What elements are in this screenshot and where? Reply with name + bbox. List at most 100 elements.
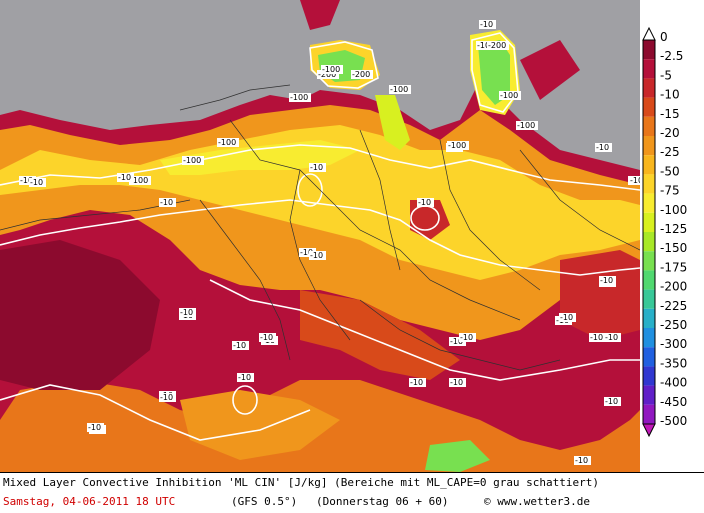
contour-label: -100 [322, 65, 340, 74]
copyright: © www.wetter3.de [484, 495, 590, 508]
orange-south-3 [180, 390, 340, 460]
contour-label: -10 [30, 178, 43, 187]
legend-label: -25 [660, 145, 680, 159]
contour-label: -10 [180, 308, 193, 317]
legend-label: -450 [660, 395, 687, 409]
contour-label-bg [599, 276, 616, 285]
contour-label: -10 [596, 143, 609, 152]
contour-label-bg [604, 333, 621, 342]
contour-label: -100 [290, 93, 308, 102]
yellow-belt [0, 125, 640, 280]
contour-label: -10 [233, 341, 246, 350]
contour-label-bg [159, 393, 176, 402]
contour-label-bg [309, 163, 326, 172]
valid-time: Samstag, 04-06-2011 18 UTC [3, 495, 176, 508]
contour-label-bg [129, 176, 151, 185]
contour-label: -10 [600, 276, 613, 285]
contour-label-bg [447, 141, 469, 150]
legend-label: -250 [660, 318, 687, 332]
contour-label-bg [559, 313, 576, 322]
red-top-1 [300, 0, 340, 30]
contour-label-bg [182, 156, 204, 165]
legend-swatch [643, 232, 655, 252]
legend-swatch [643, 78, 655, 98]
legend-label: -75 [660, 184, 680, 198]
contour-label-bg [479, 20, 496, 29]
contour-label-bg [117, 173, 134, 182]
contour-label: -10 [575, 456, 588, 465]
legend-swatch [643, 193, 655, 213]
contour-label-bg [487, 41, 509, 50]
contour-label-bg [604, 397, 621, 406]
legend-swatch [643, 404, 655, 424]
legend-label: -2.5 [660, 49, 683, 63]
legend-label: -400 [660, 376, 687, 390]
footer: Mixed Layer Convective Inhibition 'ML CI… [0, 472, 704, 513]
green-north-2b [478, 40, 510, 105]
green-south [425, 440, 490, 472]
contour-label-bg [516, 121, 538, 130]
green-strip [375, 95, 410, 150]
contour-label-bg [309, 251, 326, 260]
contour-label: -10 [460, 333, 473, 342]
legend-label: -15 [660, 107, 680, 121]
red-top-2 [520, 40, 580, 100]
legend-swatch [643, 40, 655, 60]
color-legend: 0 -2.5 -5 -10 -15 -20 -25 -50 -75 -100 -125 -150 -17… [642, 26, 687, 438]
legend-swatch [643, 308, 655, 328]
legend-label: -175 [660, 260, 687, 274]
contour-label: -10 [310, 163, 323, 172]
contour-label-bg [595, 143, 612, 152]
deep-red-west [0, 240, 160, 390]
legend-swatch [643, 366, 655, 386]
contour-label: -100 [517, 121, 535, 130]
legend-label: -300 [660, 337, 687, 351]
contour-label: -10 [88, 423, 101, 432]
contour-label: -100 [500, 91, 518, 100]
contour-label-bg [417, 198, 434, 207]
legend-swatch [643, 328, 655, 348]
legend-label: 0 [660, 30, 668, 44]
contour-label: -10 [480, 20, 493, 29]
legend-label: -50 [660, 164, 680, 178]
contour-label: -10 [605, 397, 618, 406]
legend-label: -350 [660, 356, 687, 370]
legend-top-arrow [642, 26, 656, 41]
legend-label: -20 [660, 126, 680, 140]
contour-label: -10 [160, 198, 173, 207]
contour-label-bg [217, 138, 239, 147]
contour-label-bg [449, 337, 466, 346]
run-info: (Donnerstag 06 + 60) [316, 495, 449, 508]
contour-label: -10 [238, 373, 251, 382]
contour-label-bg [159, 198, 176, 207]
legend-swatch [643, 97, 655, 117]
contour-label-bg [87, 423, 104, 432]
contour-label: -10 [605, 333, 618, 342]
contour-label: -10 [630, 176, 640, 185]
contour-label: -100 [183, 156, 201, 165]
contour-label: -200 [318, 70, 336, 79]
contour-label-bg [232, 341, 249, 350]
contour-label: -10 [560, 313, 573, 322]
legend-label: -10 [660, 88, 680, 102]
legend-swatch [643, 174, 655, 194]
contour-label-bg [237, 373, 254, 382]
contour-label: -10 [300, 248, 313, 257]
legend-bottom-arrow [642, 423, 656, 438]
legend-swatch [643, 155, 655, 175]
contour-label: -10 [450, 337, 463, 346]
contour-label-bg [629, 176, 640, 185]
legend-swatch [643, 116, 655, 136]
contour-label-bg [459, 333, 476, 342]
legend-swatch [643, 136, 655, 156]
contour-label-bg [574, 456, 591, 465]
contour-label: -100 [448, 141, 466, 150]
contour-label-bg [589, 333, 606, 342]
legend-label: -200 [660, 280, 687, 294]
legend-label: -500 [660, 414, 687, 428]
contour-label: -100 [130, 176, 148, 185]
contour-label: -200 [488, 41, 506, 50]
legend-label: -150 [660, 241, 687, 255]
contour-label: -100 [390, 85, 408, 94]
contour-label-bg [29, 178, 46, 187]
